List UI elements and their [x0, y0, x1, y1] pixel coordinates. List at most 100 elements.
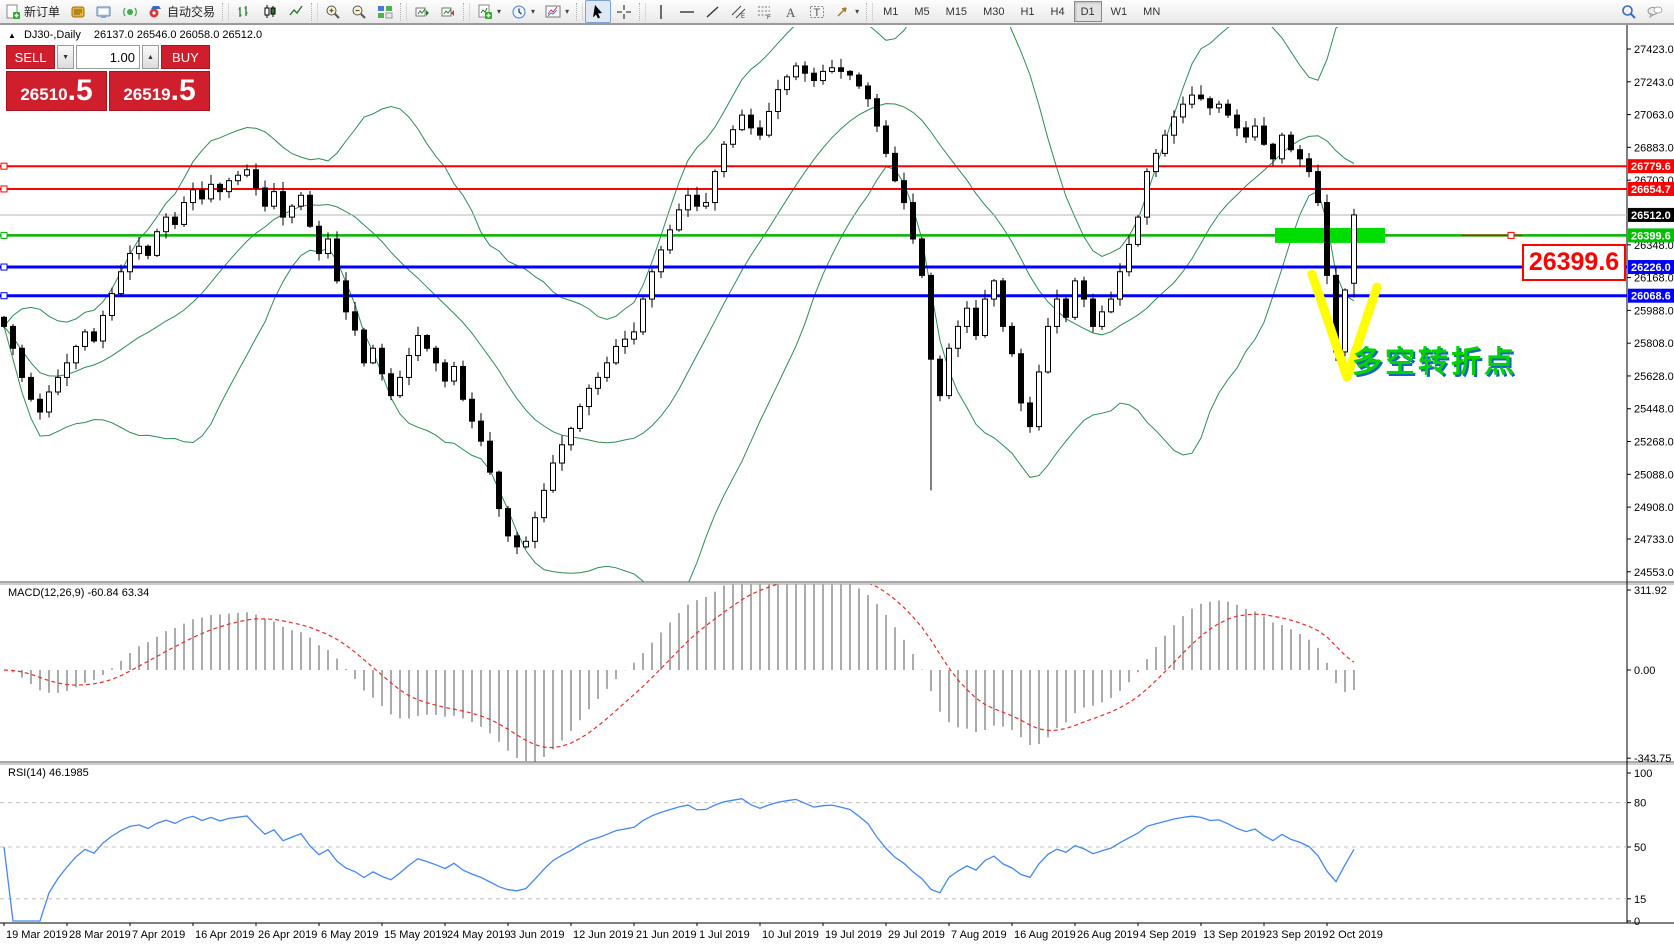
- text-icon: A: [786, 5, 796, 20]
- autotrading-button[interactable]: 自动交易: [143, 0, 220, 23]
- vertical-line-icon: [660, 4, 662, 19]
- collapse-panel-icon[interactable]: ▲: [8, 31, 16, 40]
- timeframe-m30-button[interactable]: M30: [983, 5, 1005, 18]
- price-tag-label: 26512.0: [1631, 210, 1671, 222]
- dropdown-caret-icon[interactable]: ▾: [531, 7, 536, 16]
- price-axis-label: 26168.0: [1634, 273, 1674, 285]
- terminal-button[interactable]: [91, 0, 117, 23]
- main-toolbar: 新订单 自动交易 ▾ ▾ ▾ E F A T ▾ M1 M5 M15 M30 H1 H4 D1 W1 MN: [0, 0, 1674, 24]
- macd-indicator-label: MACD(12,26,9) -60.84 63.34: [8, 587, 150, 599]
- volume-increase-button[interactable]: ▲: [142, 45, 159, 69]
- callout-anchor-handle[interactable]: [1507, 231, 1515, 239]
- vertical-line-button[interactable]: [648, 0, 674, 23]
- price-axis-label: 27063.0: [1634, 110, 1674, 122]
- sell-button[interactable]: SELL: [6, 45, 56, 69]
- timeframe-h4-button[interactable]: H4: [1050, 5, 1065, 18]
- crosshair-button[interactable]: [611, 0, 637, 23]
- auto-arrange-button[interactable]: [409, 0, 435, 23]
- volume-input[interactable]: [76, 45, 140, 69]
- line-anchor-handle[interactable]: [0, 185, 8, 193]
- timeframe-m1-button[interactable]: M1: [883, 5, 899, 18]
- new-order-button[interactable]: 新订单: [0, 0, 65, 23]
- text-button[interactable]: A: [778, 0, 804, 23]
- date-axis-label: 19 Mar 2019: [6, 929, 68, 941]
- bollinger-lower-band[interactable]: [3, 166, 1355, 600]
- rsi-axis-label: 80: [1634, 798, 1646, 810]
- signals-button[interactable]: [117, 0, 143, 23]
- date-axis-label: 16 Aug 2019: [1014, 929, 1076, 941]
- macd-signal-line: [3, 584, 1355, 749]
- line-anchor-handle[interactable]: [0, 263, 8, 271]
- search-button[interactable]: [1616, 0, 1642, 23]
- bar-chart-button[interactable]: [231, 0, 257, 23]
- volume-decrease-button[interactable]: ▼: [57, 45, 74, 69]
- zoom-in-icon: [326, 5, 340, 19]
- bollinger-middle-band[interactable]: [3, 103, 1355, 444]
- toolbar-group-chart-type: [231, 0, 309, 23]
- toolbar-separator: [222, 2, 230, 21]
- toolbar-group-zoom: [320, 0, 398, 23]
- toolbar-separator: [311, 2, 319, 21]
- sell-price-button[interactable]: 26510 .5: [6, 71, 107, 111]
- timeframe-h1-button[interactable]: H1: [1020, 5, 1035, 18]
- line-chart-button[interactable]: [283, 0, 309, 23]
- community-button[interactable]: [1642, 0, 1668, 23]
- buy-button[interactable]: BUY: [160, 45, 210, 69]
- price-tag-label: 26654.7: [1631, 184, 1671, 196]
- toolbar-button-label: 自动交易: [167, 5, 216, 19]
- price-tag-label: 26779.6: [1631, 161, 1671, 173]
- crosshair-icon: [617, 4, 632, 19]
- price-list-button[interactable]: [65, 0, 91, 23]
- dropdown-caret-icon[interactable]: ▾: [565, 7, 570, 16]
- symbol-period-label: DJ30-,Daily: [23, 29, 81, 41]
- dropdown-caret-icon[interactable]: ▾: [497, 7, 502, 16]
- zoom-out-icon: [352, 5, 366, 19]
- period-clock-button[interactable]: ▾: [506, 0, 540, 23]
- channel-button[interactable]: E: [726, 0, 752, 23]
- sell-price-main: 26510: [20, 85, 68, 104]
- price-axis-label: 25088.0: [1634, 469, 1674, 481]
- trendline-button[interactable]: [700, 0, 726, 23]
- svg-text:F: F: [767, 15, 771, 20]
- macd-axis-label: 0.00: [1634, 665, 1655, 677]
- turning-point-annotation[interactable]: 多空转折点: [1352, 346, 1517, 379]
- v-shape-annotation[interactable]: [1307, 269, 1382, 382]
- text-label-icon: T: [810, 5, 825, 19]
- line-anchor-handle[interactable]: [0, 231, 8, 239]
- chart-template-button[interactable]: ▾: [540, 0, 574, 23]
- zoom-in-button[interactable]: [320, 0, 346, 23]
- dropdown-caret-icon[interactable]: ▾: [855, 7, 860, 16]
- horizontal-line-button[interactable]: [674, 0, 700, 23]
- timeframe-m15-button[interactable]: M15: [945, 5, 968, 18]
- main-price-pane[interactable]: [0, 25, 1627, 600]
- line-anchor-handle[interactable]: [0, 292, 8, 300]
- timeframe-d1-button[interactable]: D1: [1073, 1, 1102, 22]
- add-indicator-button[interactable]: ▾: [472, 0, 506, 23]
- price-callout-label[interactable]: 26399.6: [1522, 244, 1626, 281]
- community-icon: [1647, 6, 1663, 18]
- macd-pane[interactable]: [3, 568, 1355, 762]
- date-axis-label: 24 May 2019: [447, 929, 511, 941]
- shapes-button[interactable]: ▾: [830, 0, 864, 23]
- rsi-axis-label: 50: [1634, 842, 1646, 854]
- price-axis-label: 24908.0: [1634, 502, 1674, 514]
- cursor-button[interactable]: [585, 0, 612, 23]
- fibonacci-button[interactable]: F: [752, 0, 778, 23]
- candlestick-chart-button[interactable]: [257, 0, 283, 23]
- timeframe-w1-button[interactable]: W1: [1110, 5, 1128, 18]
- signals-icon: [123, 7, 137, 16]
- line-anchor-handle[interactable]: [0, 162, 8, 170]
- chart-window[interactable]: ▲ DJ30-,Daily 26137.0 26546.0 26058.0 26…: [0, 24, 1674, 944]
- date-axis-label: 23 Sep 2019: [1266, 929, 1328, 941]
- chart-canvas[interactable]: 27423.027243.027063.026883.026703.026348…: [0, 25, 1674, 944]
- buy-price-button[interactable]: 26519 .5: [109, 71, 210, 111]
- timeframe-mn-button[interactable]: MN: [1143, 5, 1161, 18]
- toolbar-group-cursor: [585, 0, 637, 23]
- tile-windows-button[interactable]: [372, 0, 398, 23]
- buy-price-fraction: .5: [170, 74, 196, 107]
- rsi-pane[interactable]: [0, 798, 1627, 922]
- text-label-button[interactable]: T: [804, 0, 830, 23]
- zoom-out-button[interactable]: [346, 0, 372, 23]
- cascade-button[interactable]: [435, 0, 461, 23]
- timeframe-m5-button[interactable]: M5: [914, 5, 930, 18]
